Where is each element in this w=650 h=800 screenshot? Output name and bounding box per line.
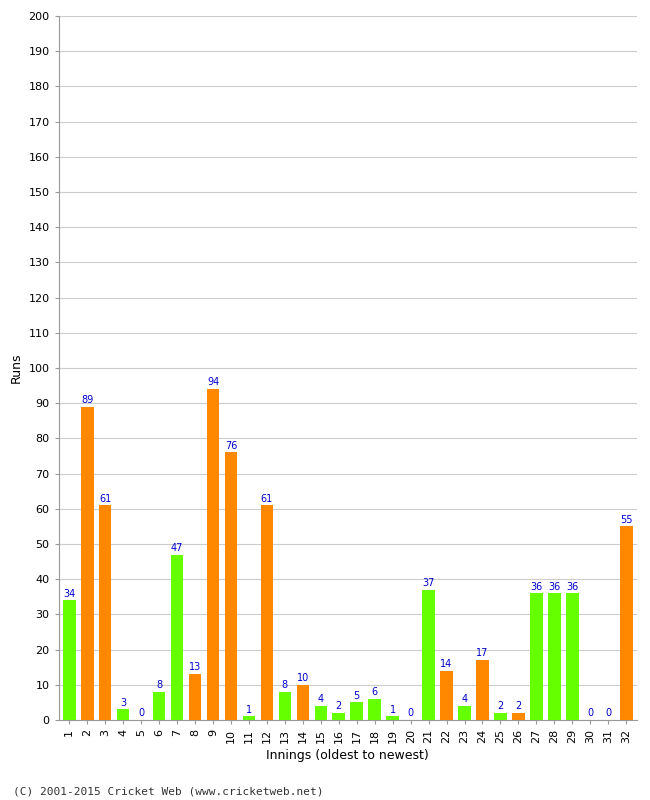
Text: 0: 0 bbox=[605, 708, 611, 718]
Text: 2: 2 bbox=[515, 701, 521, 711]
Text: 0: 0 bbox=[408, 708, 413, 718]
Text: 6: 6 bbox=[372, 687, 378, 697]
Text: 1: 1 bbox=[389, 705, 396, 714]
Bar bbox=[494, 713, 507, 720]
Bar bbox=[315, 706, 327, 720]
Text: 1: 1 bbox=[246, 705, 252, 714]
Text: 0: 0 bbox=[587, 708, 593, 718]
Bar bbox=[99, 506, 112, 720]
Text: 34: 34 bbox=[63, 589, 75, 598]
Text: 37: 37 bbox=[422, 578, 435, 588]
Text: 8: 8 bbox=[282, 680, 288, 690]
Text: 94: 94 bbox=[207, 378, 219, 387]
Text: 36: 36 bbox=[566, 582, 578, 591]
Text: 10: 10 bbox=[296, 673, 309, 683]
Bar bbox=[566, 594, 578, 720]
Bar bbox=[476, 660, 489, 720]
Bar bbox=[279, 692, 291, 720]
Bar bbox=[369, 699, 381, 720]
Bar bbox=[225, 453, 237, 720]
Bar bbox=[530, 594, 543, 720]
Bar bbox=[440, 670, 453, 720]
Bar bbox=[207, 389, 219, 720]
Bar bbox=[261, 506, 273, 720]
Text: 76: 76 bbox=[225, 441, 237, 450]
Y-axis label: Runs: Runs bbox=[10, 353, 23, 383]
Bar bbox=[512, 713, 525, 720]
X-axis label: Innings (oldest to newest): Innings (oldest to newest) bbox=[266, 749, 429, 762]
Text: (C) 2001-2015 Cricket Web (www.cricketweb.net): (C) 2001-2015 Cricket Web (www.cricketwe… bbox=[13, 786, 324, 796]
Bar bbox=[620, 526, 632, 720]
Text: 61: 61 bbox=[261, 494, 273, 503]
Bar bbox=[296, 685, 309, 720]
Bar bbox=[350, 702, 363, 720]
Text: 13: 13 bbox=[189, 662, 201, 673]
Text: 2: 2 bbox=[497, 701, 504, 711]
Text: 3: 3 bbox=[120, 698, 126, 708]
Text: 55: 55 bbox=[620, 514, 632, 525]
Text: 8: 8 bbox=[156, 680, 162, 690]
Text: 89: 89 bbox=[81, 395, 94, 405]
Text: 61: 61 bbox=[99, 494, 111, 503]
Text: 36: 36 bbox=[530, 582, 543, 591]
Text: 14: 14 bbox=[441, 659, 452, 669]
Text: 5: 5 bbox=[354, 690, 360, 701]
Bar bbox=[153, 692, 165, 720]
Bar bbox=[386, 717, 399, 720]
Bar bbox=[422, 590, 435, 720]
Bar bbox=[242, 717, 255, 720]
Text: 2: 2 bbox=[335, 701, 342, 711]
Text: 4: 4 bbox=[318, 694, 324, 704]
Text: 4: 4 bbox=[462, 694, 467, 704]
Bar bbox=[117, 710, 129, 720]
Bar bbox=[188, 674, 202, 720]
Bar bbox=[458, 706, 471, 720]
Bar bbox=[171, 554, 183, 720]
Text: 47: 47 bbox=[171, 542, 183, 553]
Bar bbox=[548, 594, 561, 720]
Text: 36: 36 bbox=[548, 582, 560, 591]
Text: 17: 17 bbox=[476, 648, 489, 658]
Text: 0: 0 bbox=[138, 708, 144, 718]
Bar bbox=[333, 713, 345, 720]
Bar bbox=[63, 600, 75, 720]
Bar bbox=[81, 406, 94, 720]
